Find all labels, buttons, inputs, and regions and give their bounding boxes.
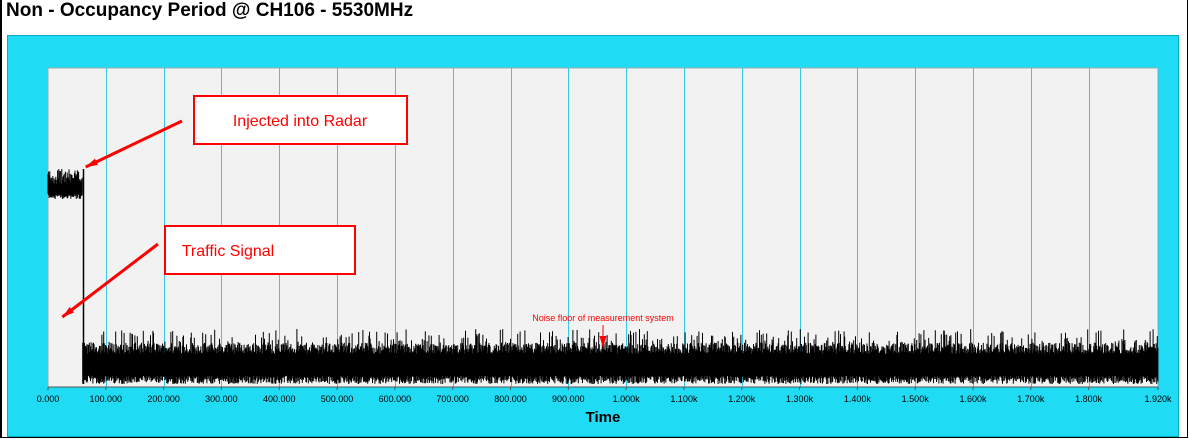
annotation-arrowhead <box>85 158 99 167</box>
x-tick-label: 300.000 <box>205 394 238 404</box>
chart-panel: 0.000 100.000 200.000 300.000 400.000 500.000… <box>7 35 1179 437</box>
annotation-arrow-line <box>85 119 183 169</box>
x-tick-label: 1.300k <box>786 394 814 404</box>
x-tick-label: 700.000 <box>436 394 469 404</box>
x-tick-label: 800.000 <box>494 394 527 404</box>
annotation-arrowhead <box>599 336 607 348</box>
annotation-box <box>193 95 408 145</box>
chart-svg: 0.000 100.000 200.000 300.000 400.000 500.000… <box>37 67 1172 426</box>
x-tick-label: 200.000 <box>147 394 180 404</box>
annotation-text: Noise floor of measurement system <box>532 313 674 323</box>
x-tick-label: 400.000 <box>263 394 296 404</box>
x-tick-label: 0.000 <box>37 394 60 404</box>
x-tick-label: 1.400k <box>844 394 872 404</box>
x-axis-label: Time <box>586 409 621 426</box>
annotation-text: Injected into Radar <box>233 113 368 130</box>
x-tick-label: 500.000 <box>321 394 354 404</box>
annotation-arrow-line <box>61 242 159 319</box>
x-tick-label: 1.600k <box>959 394 987 404</box>
annotation-text: Traffic Signal <box>182 243 274 260</box>
trace-segment <box>82 329 1159 384</box>
x-tick-label: 1.000k <box>613 394 641 404</box>
page-title: Non - Occupancy Period @ CH106 - 5530MHz <box>6 0 414 21</box>
x-tick-label: 1.100k <box>670 394 698 404</box>
x-tick-label: 1.800k <box>1075 394 1103 404</box>
x-tick-label: 1.500k <box>902 394 930 404</box>
trace-segment <box>47 169 83 199</box>
annotation-box <box>164 225 356 275</box>
x-tick-label: 600.000 <box>379 394 412 404</box>
x-tick-label: 1.920k <box>1144 394 1172 404</box>
x-tick-label: 900.000 <box>552 394 585 404</box>
x-tick-label: 1.700k <box>1017 394 1045 404</box>
x-tick-label: 1.200k <box>728 394 756 404</box>
x-tick-label: 100.000 <box>90 394 123 404</box>
annotation-arrowhead <box>62 306 75 317</box>
